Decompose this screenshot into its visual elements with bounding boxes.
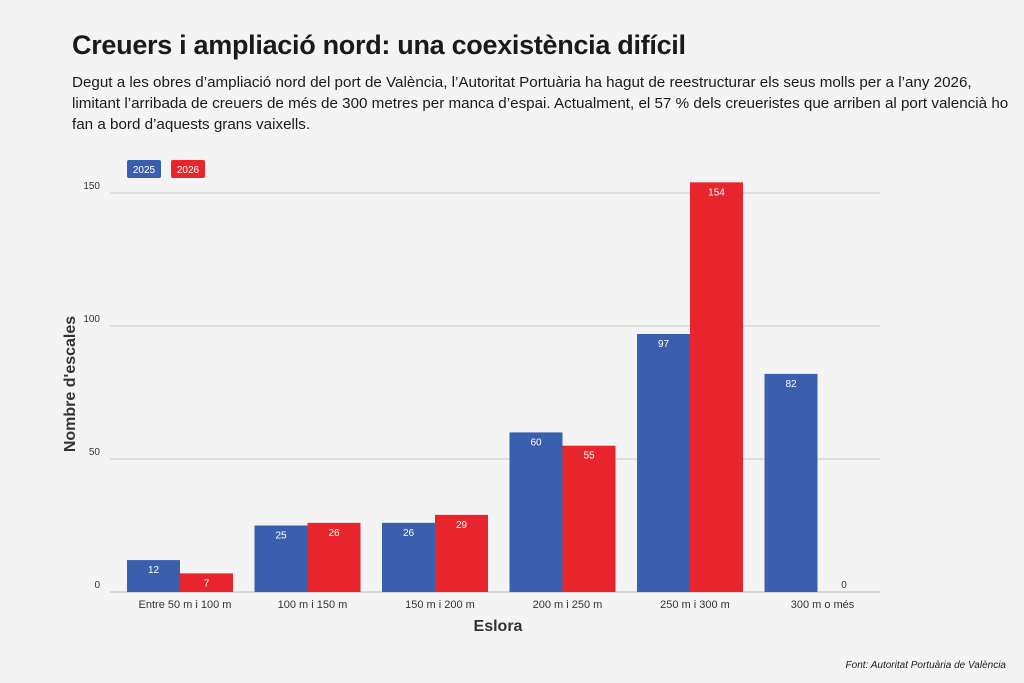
bar-value-label-2025-6: 82 (785, 379, 797, 390)
y-tick-label-50: 50 (89, 447, 101, 458)
legend-swatch-2025 (127, 160, 161, 178)
bar-2025-1 (127, 560, 180, 592)
bar-value-label-2026-1: 7 (204, 578, 210, 589)
bar-value-label-2026-3: 29 (456, 520, 468, 531)
bar-2025-5 (637, 333, 690, 592)
y-tick-label-150: 150 (83, 181, 100, 192)
bar-value-label-2026-4: 55 (583, 451, 595, 462)
bars (127, 182, 818, 593)
bar-value-label-2025-5: 97 (658, 339, 670, 350)
y-axis-title: Nombre d'escales (62, 316, 79, 452)
bar-labels: 12 7 25 26 26 29 60 55 97 154 82 0 (148, 187, 847, 591)
y-tick-label-100: 100 (83, 314, 100, 325)
bar-2026-4 (562, 445, 616, 592)
bar-2025-3 (382, 522, 435, 592)
chart-subtitle: Degut a les obres d’ampliació nord del p… (72, 74, 1009, 133)
legend: 2025 2026 (127, 160, 205, 178)
grid-lines (110, 192, 880, 593)
bar-value-label-2025-3: 26 (403, 528, 415, 539)
bar-2026-5 (690, 182, 743, 593)
x-category-label-2: 100 m i 150 m (278, 599, 348, 611)
x-category-label-1: Entre 50 m i 100 m (139, 599, 232, 611)
x-category-label-3: 150 m i 200 m (405, 599, 475, 611)
bar-2026-2 (307, 522, 361, 592)
bar-2025-6 (764, 373, 818, 592)
legend-label-2025: 2025 (133, 165, 156, 176)
bar-value-label-2025-1: 12 (148, 565, 160, 576)
bar-value-label-2025-4: 60 (530, 437, 542, 448)
chart-title: Creuers i ampliació nord: una coexistènc… (72, 30, 686, 60)
x-category-label-6: 300 m o més (791, 599, 855, 611)
bar-2025-4 (509, 432, 563, 592)
legend-label-2026: 2026 (177, 165, 200, 176)
y-axis-ticks: 0 50 100 150 (83, 181, 100, 591)
bar-2026-1 (180, 573, 233, 592)
x-axis-categories: Entre 50 m i 100 m 100 m i 150 m 150 m i 2… (139, 599, 855, 611)
x-axis-title: Eslora (474, 618, 523, 635)
bar-value-label-2026-6: 0 (841, 580, 847, 591)
legend-swatch-2026 (171, 160, 205, 178)
bar-value-label-2026-2: 26 (328, 528, 340, 539)
bar-value-label-2026-5: 154 (708, 187, 725, 198)
x-category-label-4: 200 m i 250 m (533, 599, 603, 611)
bar-value-label-2025-2: 25 (275, 531, 287, 542)
x-category-label-5: 250 m i 300 m (660, 599, 730, 611)
bar-2025-2 (254, 525, 308, 592)
source-note: Font: Autoritat Portuària de València (845, 660, 1006, 671)
y-tick-label-0: 0 (94, 580, 100, 591)
bar-2026-3 (435, 514, 488, 592)
